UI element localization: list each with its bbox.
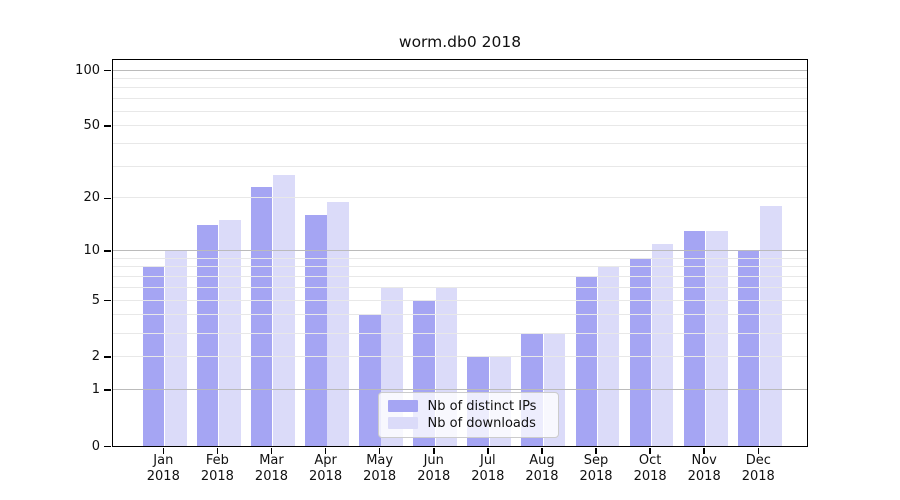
bar-downloads-dec: [760, 206, 782, 446]
x-tick-mark-dec: [757, 448, 760, 454]
plot-area: Nb of distinct IPs Nb of downloads: [111, 58, 808, 447]
y-tick-label-50: 50: [83, 118, 100, 134]
bar-downloads-jan: [165, 250, 187, 446]
y-tick-mark-100: [104, 69, 111, 72]
y-tick-mark-5: [104, 299, 111, 302]
bar-ips-oct: [629, 258, 652, 446]
bar-ips-mar: [250, 187, 273, 446]
x-tick-mark-jul: [487, 448, 489, 454]
bar-ips-feb: [196, 225, 219, 446]
y-tick-label-100: 100: [75, 62, 100, 78]
y-tick-mark-20: [104, 197, 111, 200]
legend-swatch-distinct-ips: [387, 400, 418, 412]
bar-downloads-nov: [706, 231, 728, 446]
x-tick-label-nov: Nov 2018: [676, 453, 732, 484]
bar-ips-jan: [142, 267, 165, 446]
x-tick-label-jul: Jul 2018: [460, 453, 516, 484]
x-tick-mark-jan: [162, 448, 165, 454]
legend: Nb of distinct IPs Nb of downloads: [377, 391, 559, 438]
x-tick-label-sep: Sep 2018: [568, 453, 624, 484]
x-tick-mark-apr: [324, 448, 327, 454]
x-tick-label-apr: Apr 2018: [298, 453, 354, 484]
legend-label-downloads: Nb of downloads: [427, 415, 536, 431]
bar-downloads-sep: [597, 267, 620, 446]
x-tick-mark-sep: [595, 448, 597, 454]
x-tick-year: 2018: [579, 468, 613, 484]
legend-swatch-downloads: [387, 417, 418, 429]
bar-ips-may: [359, 314, 381, 446]
bar-ips-dec: [737, 250, 760, 446]
x-tick-label-aug: Aug 2018: [514, 453, 570, 484]
bar-downloads-feb: [219, 220, 241, 446]
legend-label-distinct-ips: Nb of distinct IPs: [427, 398, 537, 414]
x-tick-year: 2018: [309, 468, 343, 484]
y-tick-mark-0: [104, 445, 111, 448]
x-tick-year: 2018: [525, 468, 559, 484]
x-tick-year: 2018: [633, 468, 667, 484]
x-tick-year: 2018: [254, 468, 289, 484]
y-tick-mark-2: [104, 356, 111, 358]
x-tick-year: 2018: [363, 468, 397, 484]
y-tick-label-20: 20: [83, 190, 100, 206]
y-tick-label-0: 0: [91, 438, 100, 454]
bar-ips-nov: [683, 231, 706, 446]
legend-item-distinct-ips: Nb of distinct IPs: [387, 398, 549, 414]
x-tick-mark-mar: [270, 448, 273, 454]
x-tick-year: 2018: [741, 468, 775, 484]
y-tick-label-2: 2: [91, 348, 100, 364]
legend-item-downloads: Nb of downloads: [387, 415, 549, 431]
x-tick-mark-aug: [541, 448, 543, 454]
x-tick-mark-oct: [649, 448, 651, 454]
y-tick-label-10: 10: [83, 243, 100, 259]
x-tick-year: 2018: [200, 468, 234, 484]
x-tick-label-jun: Jun 2018: [406, 453, 462, 484]
bar-downloads-oct: [651, 243, 674, 446]
y-tick-mark-10: [104, 250, 111, 252]
x-tick-label-may: May 2018: [352, 453, 408, 484]
x-tick-label-mar: Mar 2018: [243, 453, 299, 484]
x-tick-label-feb: Feb 2018: [189, 453, 245, 484]
bars-layer: [113, 60, 807, 446]
x-tick-mark-may: [378, 448, 381, 454]
bar-ips-sep: [575, 276, 598, 446]
x-tick-year: 2018: [146, 468, 180, 484]
x-tick-mark-jun: [433, 448, 435, 454]
chart-title: worm.db0 2018: [398, 33, 522, 51]
bar-ips-apr: [305, 215, 327, 446]
x-tick-year: 2018: [687, 468, 721, 484]
x-tick-year: 2018: [471, 468, 505, 484]
y-tick-label-5: 5: [91, 292, 100, 308]
x-tick-label-oct: Oct 2018: [622, 453, 678, 484]
y-tick-mark-1: [104, 389, 111, 391]
x-tick-label-jan: Jan 2018: [135, 453, 191, 484]
y-tick-label-1: 1: [91, 382, 100, 398]
y-tick-mark-50: [104, 125, 111, 127]
x-tick-mark-nov: [703, 448, 705, 454]
bar-downloads-apr: [327, 201, 349, 446]
bar-downloads-mar: [273, 174, 295, 446]
x-tick-mark-feb: [216, 448, 219, 454]
x-tick-label-dec: Dec 2018: [730, 453, 786, 484]
x-tick-year: 2018: [417, 468, 451, 484]
